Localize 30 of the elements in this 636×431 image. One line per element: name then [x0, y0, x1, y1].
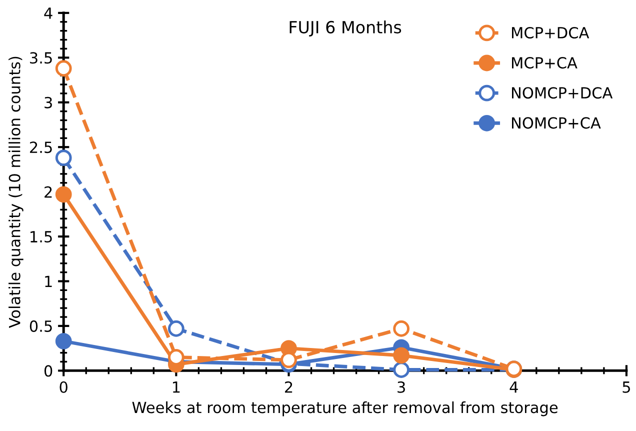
y-tick-label: 3.5	[30, 52, 52, 64]
legend-label: MCP+DCA	[512, 26, 590, 39]
y-tick-label: 3	[44, 96, 52, 108]
y-tick-label: 1	[45, 276, 52, 288]
y-tick-label: 0	[44, 365, 52, 377]
y-tick-label: 0.5	[30, 320, 52, 332]
x-tick-label: 5	[622, 382, 630, 393]
y-tick-label: 2.5	[30, 142, 52, 154]
y-tick-label: 2	[44, 186, 52, 198]
point	[393, 320, 410, 337]
point	[55, 60, 72, 77]
legend-label: MCP+CA	[512, 57, 578, 69]
legend-label: NOMCP+CA	[512, 117, 601, 129]
x-tick-label: 1	[172, 382, 180, 393]
y-axis-title: Volatile quantity (10 million counts)	[8, 56, 24, 328]
point	[55, 186, 72, 203]
point	[393, 362, 410, 378]
legend-label: NOMCP+DCA	[512, 87, 613, 99]
point	[55, 332, 72, 350]
x-tick-label: 0	[60, 381, 68, 393]
point	[55, 150, 72, 166]
point	[393, 347, 410, 364]
point	[168, 320, 184, 337]
x-tick-label: 3	[398, 381, 405, 393]
y-tick-label: 1.5	[30, 231, 52, 243]
x-axis-title: Weeks at room temperature after removal from storage	[132, 401, 558, 416]
y-tick-label: 4	[44, 8, 52, 19]
x-tick-label: 2	[285, 381, 292, 393]
x-tick-label: 4	[510, 382, 518, 393]
chart-title: FUJI 6 Months	[290, 20, 402, 37]
